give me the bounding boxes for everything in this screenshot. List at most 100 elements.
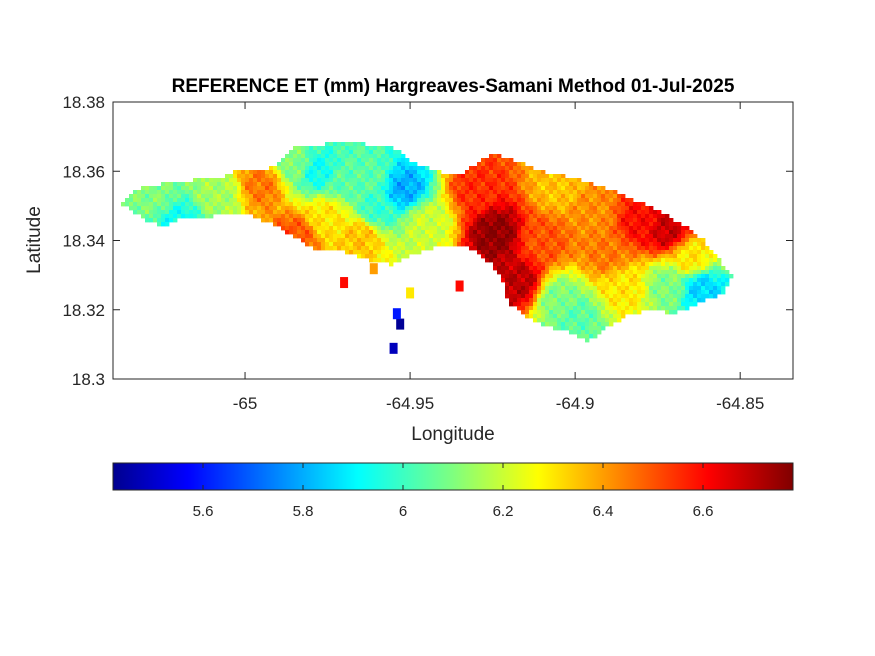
heatmap-cell	[649, 294, 654, 299]
heatmap-cell	[565, 226, 570, 231]
heatmap-cell	[685, 254, 690, 259]
heatmap-cell	[561, 310, 566, 315]
heatmap-cell	[553, 314, 558, 319]
heatmap-cell	[377, 178, 382, 183]
heatmap-cell	[669, 290, 674, 295]
heatmap-cell	[641, 266, 646, 271]
heatmap-cell	[357, 226, 362, 231]
heatmap-cell	[485, 226, 490, 231]
heatmap-cell	[365, 150, 370, 155]
islet-cell	[396, 318, 405, 330]
heatmap-cell	[665, 286, 670, 291]
heatmap-cell	[593, 310, 598, 315]
heatmap-cell	[337, 206, 342, 211]
heatmap-cell	[409, 230, 414, 235]
heatmap-cell	[245, 182, 250, 187]
heatmap-cell	[693, 278, 698, 283]
heatmap-cell	[593, 214, 598, 219]
colorbar-tick-label: 6	[399, 503, 407, 520]
heatmap-cell	[453, 194, 458, 199]
heatmap-cell	[321, 230, 326, 235]
heatmap-cell	[493, 166, 498, 171]
heatmap-cell	[397, 254, 402, 259]
heatmap-cell	[369, 182, 374, 187]
heatmap-cell	[629, 222, 634, 227]
heatmap-cell	[649, 246, 654, 251]
heatmap-cell	[529, 190, 534, 195]
heatmap-cell	[449, 174, 454, 179]
heatmap-cell	[329, 190, 334, 195]
heatmap-cell	[385, 198, 390, 203]
heatmap-cell	[457, 182, 462, 187]
heatmap-cell	[609, 218, 614, 223]
heatmap-cell	[461, 202, 466, 207]
heatmap-cell	[369, 246, 374, 251]
heatmap-cell	[509, 282, 514, 287]
heatmap-cell	[521, 174, 526, 179]
heatmap-cell	[613, 258, 618, 263]
heatmap-cell	[565, 178, 570, 183]
heatmap-cell	[621, 218, 626, 223]
heatmap-cell	[485, 170, 490, 175]
heatmap-cell	[401, 246, 406, 251]
heatmap-cell	[661, 286, 666, 291]
heatmap-cell	[697, 282, 702, 287]
heatmap-cell	[705, 262, 710, 267]
heatmap-cell	[413, 178, 418, 183]
heatmap-cell	[249, 210, 254, 215]
heatmap-cell	[641, 210, 646, 215]
heatmap-cell	[357, 182, 362, 187]
heatmap-cell	[349, 202, 354, 207]
heatmap-cell	[641, 230, 646, 235]
heatmap-cell	[529, 298, 534, 303]
heatmap-cell	[485, 166, 490, 171]
heatmap-cell	[573, 282, 578, 287]
heatmap-cell	[377, 254, 382, 259]
heatmap-cell	[613, 306, 618, 311]
heatmap-cell	[585, 262, 590, 267]
heatmap-cell	[577, 250, 582, 255]
heatmap-cell	[353, 206, 358, 211]
heatmap-cell	[305, 146, 310, 151]
heatmap-cell	[313, 178, 318, 183]
heatmap-cell	[585, 290, 590, 295]
heatmap-cell	[413, 242, 418, 247]
heatmap-cell	[585, 258, 590, 263]
heatmap-cell	[717, 286, 722, 291]
heatmap-cell	[549, 294, 554, 299]
heatmap-cell	[405, 242, 410, 247]
heatmap-cell	[449, 226, 454, 231]
heatmap-cell	[141, 186, 146, 191]
heatmap-cell	[453, 238, 458, 243]
heatmap-cell	[593, 206, 598, 211]
heatmap-cell	[317, 190, 322, 195]
heatmap-cell	[621, 310, 626, 315]
heatmap-cell	[317, 242, 322, 247]
heatmap-cell	[301, 182, 306, 187]
heatmap-cell	[401, 162, 406, 167]
heatmap-cell	[637, 246, 642, 251]
heatmap-cell	[333, 226, 338, 231]
heatmap-cell	[585, 314, 590, 319]
heatmap-cell	[693, 242, 698, 247]
heatmap-cell	[525, 290, 530, 295]
heatmap-cell	[333, 202, 338, 207]
heatmap-cell	[557, 214, 562, 219]
heatmap-cell	[265, 178, 270, 183]
y-tick-label: 18.36	[62, 162, 105, 181]
heatmap-cell	[569, 234, 574, 239]
heatmap-cell	[433, 182, 438, 187]
heatmap-cell	[565, 262, 570, 267]
heatmap-cell	[161, 214, 166, 219]
heatmap-cell	[541, 194, 546, 199]
heatmap-cell	[361, 246, 366, 251]
heatmap-cell	[497, 190, 502, 195]
heatmap-cell	[497, 214, 502, 219]
heatmap-cell	[685, 246, 690, 251]
heatmap-cell	[645, 262, 650, 267]
heatmap-cell	[241, 190, 246, 195]
heatmap-cell	[589, 190, 594, 195]
heatmap-cell	[601, 262, 606, 267]
heatmap-cell	[333, 170, 338, 175]
heatmap-cell	[329, 146, 334, 151]
